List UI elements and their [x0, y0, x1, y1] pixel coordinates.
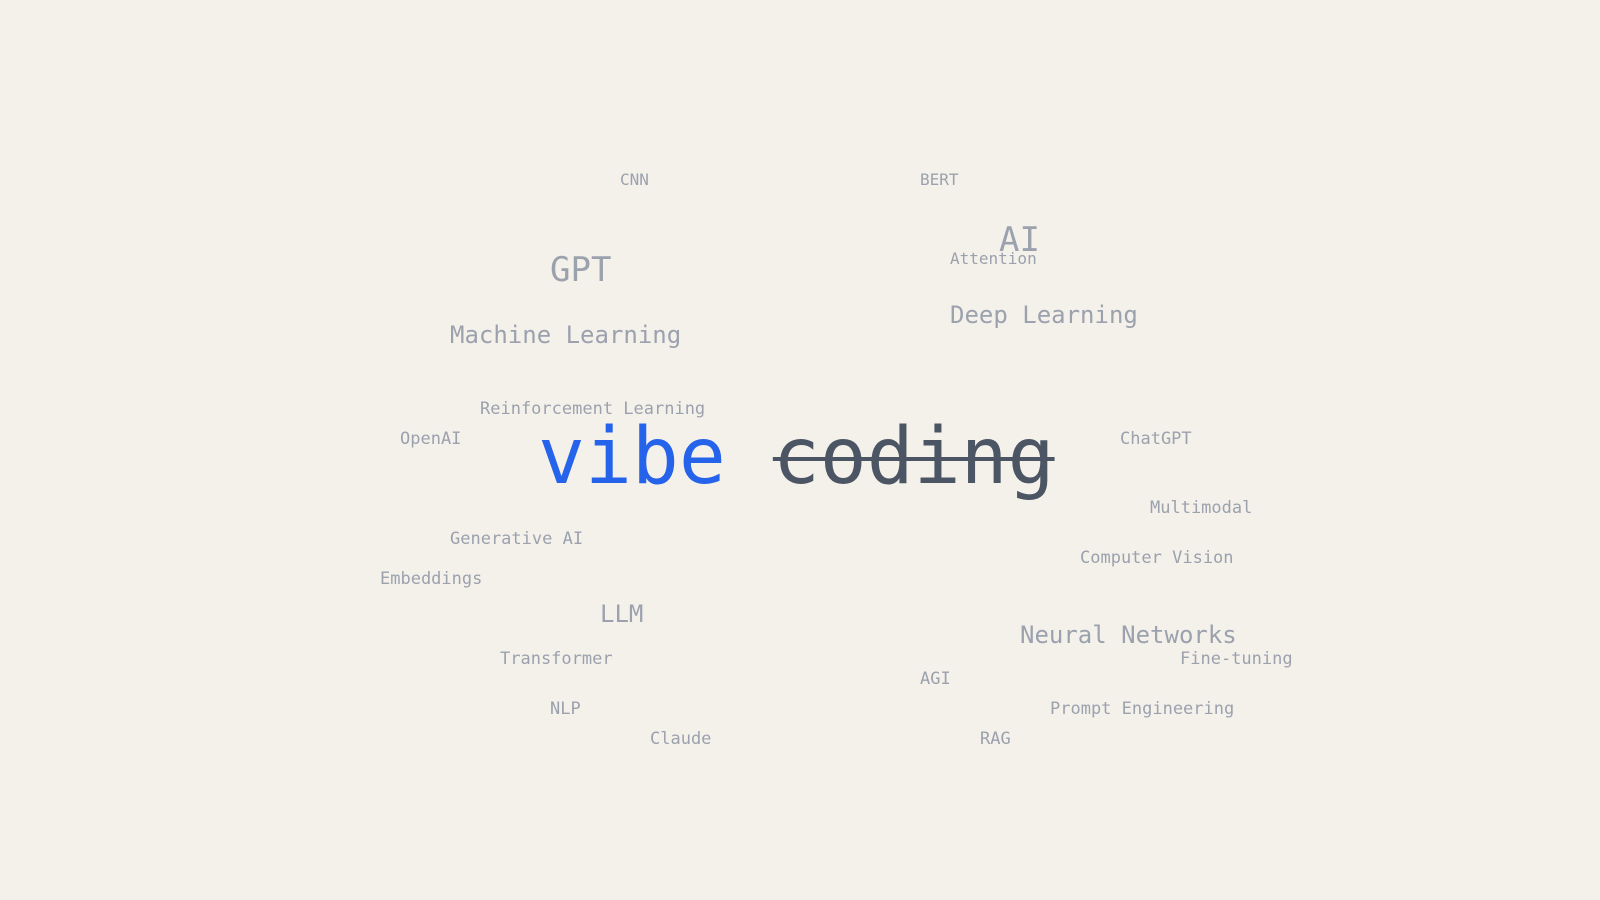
word-ai: AI — [999, 220, 1040, 260]
word-generative-ai: Generative AI — [450, 529, 584, 549]
word-agi: AGI — [920, 669, 951, 689]
headline-struck-word: coding — [772, 412, 1055, 502]
word-chatgpt: ChatGPT — [1120, 429, 1192, 449]
word-transformer: Transformer — [500, 649, 613, 669]
word-attention: Attention — [950, 249, 1037, 268]
word-embeddings: Embeddings — [380, 569, 483, 589]
word-neural-networks: Neural Networks — [1020, 621, 1237, 649]
headline-accent-word: vibe — [538, 412, 726, 502]
word-gpt: GPT — [550, 250, 612, 290]
word-machine-learning: Machine Learning — [450, 321, 682, 349]
word-reinforcement-learning: Reinforcement Learning — [480, 399, 706, 419]
word-openai: OpenAI — [400, 429, 462, 449]
word-cnn: CNN — [620, 170, 649, 189]
word-multimodal: Multimodal — [1150, 498, 1253, 518]
word-fine-tuning: Fine-tuning — [1180, 649, 1293, 669]
word-nlp: NLP — [550, 699, 581, 719]
word-rag: RAG — [980, 729, 1011, 749]
word-claude: Claude — [650, 729, 712, 749]
headline: vibe coding — [538, 418, 1055, 496]
word-deep-learning: Deep Learning — [950, 301, 1138, 329]
word-prompt-engineering: Prompt Engineering — [1050, 699, 1235, 719]
word-computer-vision: Computer Vision — [1080, 548, 1234, 568]
word-bert: BERT — [920, 170, 959, 189]
word-llm: LLM — [600, 600, 644, 628]
